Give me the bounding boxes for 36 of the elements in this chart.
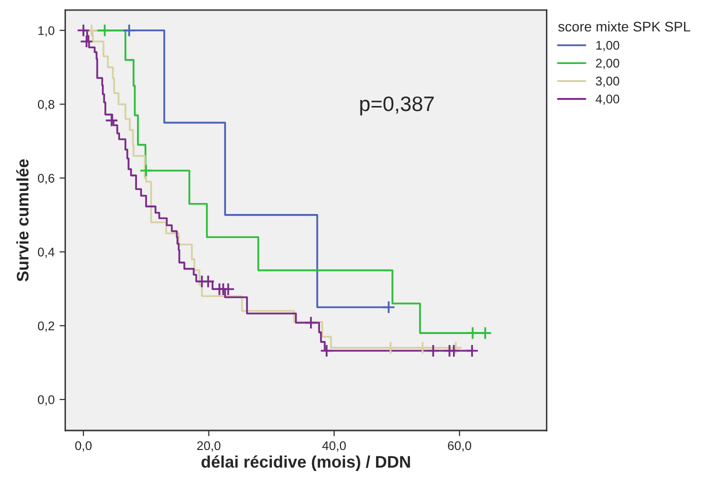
point	[104, 114, 118, 128]
legend-label: 4,00	[596, 94, 620, 105]
y-tick-label: 1,0	[38, 26, 54, 37]
point	[449, 341, 462, 355]
y-tick-label: 0,2	[38, 321, 54, 332]
point	[384, 341, 398, 355]
point	[416, 341, 430, 355]
y-axis-title: Survie cumulée	[16, 159, 29, 282]
point	[139, 164, 153, 178]
point	[465, 344, 479, 358]
x-tick-label: 0,0	[75, 441, 92, 452]
x-tick-label: 20,0	[197, 441, 220, 452]
x-tick-label: 60,0	[448, 441, 472, 452]
y-tick-label: 0,4	[38, 248, 54, 258]
y-tick-label: 0,6	[38, 174, 54, 184]
point	[80, 34, 94, 48]
point	[98, 24, 112, 38]
point	[447, 344, 461, 358]
x-axis-title: délai récidive (mois) / DDN	[202, 455, 410, 472]
point	[466, 326, 480, 340]
legend-title: score mixte SPK SPL	[558, 21, 690, 32]
y-tick-label: 0,8	[38, 100, 54, 110]
y-tick-label: 0,0	[38, 395, 54, 406]
point	[426, 344, 440, 358]
point	[304, 316, 318, 330]
annotation: p=0,387	[360, 96, 434, 116]
x-tick-label: 40,0	[322, 441, 346, 452]
legend-label: 1,00	[596, 40, 620, 52]
point	[201, 274, 215, 288]
point	[320, 344, 334, 358]
legend-label: 2,00	[596, 58, 620, 70]
point	[76, 24, 90, 38]
legend-label: 3,00	[596, 76, 620, 88]
point	[382, 300, 396, 314]
point	[122, 24, 136, 38]
point	[478, 326, 492, 340]
